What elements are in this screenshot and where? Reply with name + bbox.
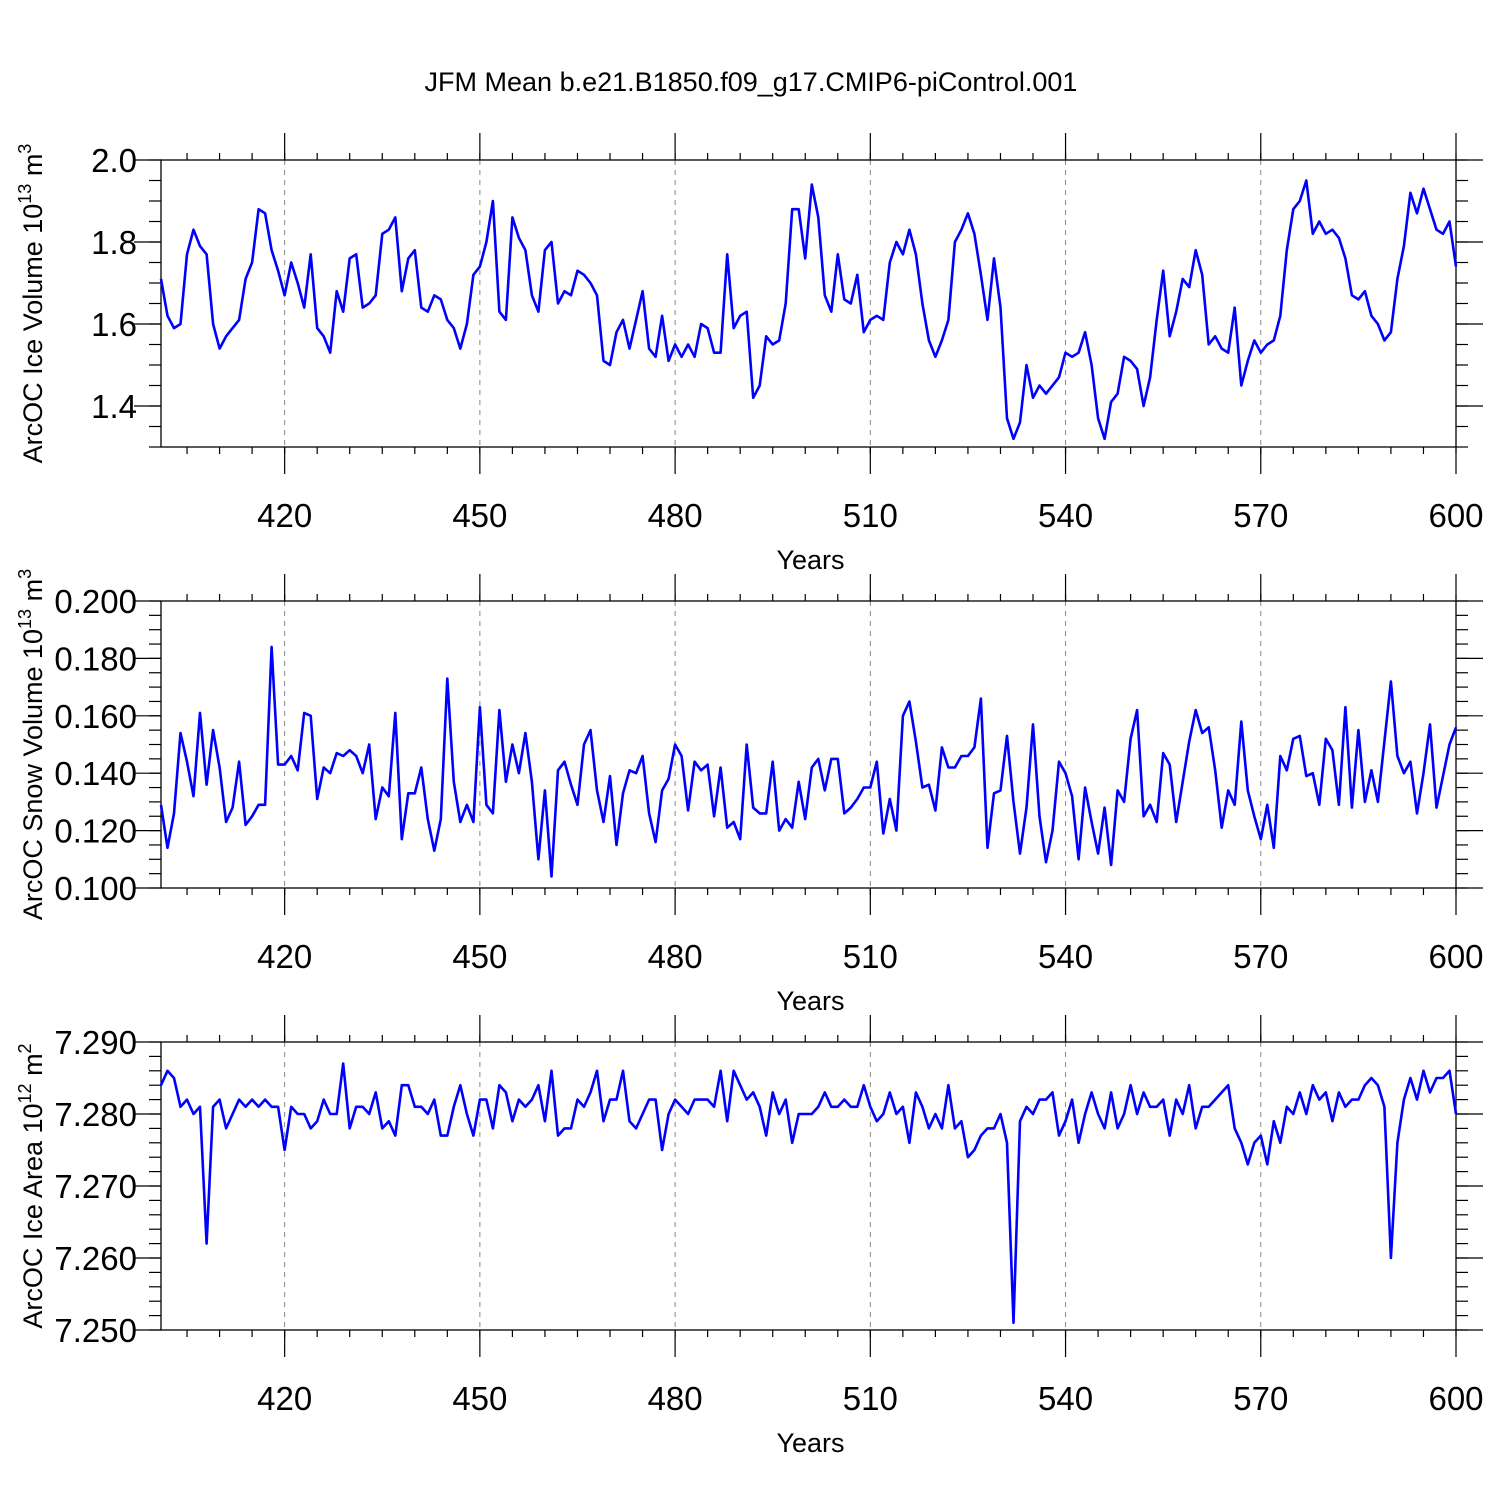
y-tick-label: 7.290	[54, 1024, 137, 1061]
y-axis-label-unit-exponent: 3	[15, 144, 35, 154]
series-line	[159, 1062, 1458, 1325]
plot-frame	[160, 600, 1457, 889]
series-line	[159, 645, 1458, 878]
y-axis-label-exponent: 13	[15, 609, 35, 629]
y-tick-label: 0.160	[54, 698, 137, 735]
x-tick-label: 570	[1233, 938, 1288, 975]
y-tick-label: 0.180	[54, 640, 137, 677]
plot-frame	[160, 1041, 1457, 1331]
y-tick-label: 1.6	[91, 306, 137, 343]
x-tick-label: 600	[1428, 1380, 1483, 1417]
y-axis-label-unit-exponent: 2	[15, 1043, 35, 1053]
panels: 420 450 480 510 540 570 600 Years 1.4 1.6 1.8 2.0 Ar…	[15, 133, 1484, 1458]
x-tick-label: 540	[1038, 1380, 1093, 1417]
y-tick-label: 0.140	[54, 755, 137, 792]
x-tick-label: 510	[843, 938, 898, 975]
y-tick-label: 1.8	[91, 224, 137, 261]
x-axis-label: Years	[776, 986, 844, 1016]
x-tick-label: 450	[452, 1380, 507, 1417]
panel-2: 420 450 480 510 540 570 600 Years 0.100 0.120 0.14…	[15, 569, 1484, 1016]
y-tick-label: 0.120	[54, 813, 137, 850]
chart-title: JFM Mean b.e21.B1850.f09_g17.CMIP6-piCon…	[425, 67, 1078, 97]
y-axis-label-unit: m	[18, 154, 48, 184]
y-tick-label: 7.280	[54, 1096, 137, 1133]
x-tick-label: 600	[1428, 497, 1483, 534]
y-tick-label: 7.270	[54, 1168, 137, 1205]
y-axis-label-unit: m	[18, 1053, 48, 1083]
x-tick-label: 480	[648, 1380, 703, 1417]
y-axis-label-unit: m	[18, 579, 48, 609]
y-tick-label: 7.250	[54, 1312, 137, 1349]
x-tick-label: 450	[452, 497, 507, 534]
x-tick-label: 510	[843, 1380, 898, 1417]
x-tick-label: 450	[452, 938, 507, 975]
y-axis-label-unit-exponent: 3	[15, 569, 35, 579]
x-tick-label: 420	[257, 938, 312, 975]
y-tick-label: 0.200	[54, 583, 137, 620]
plot-frame	[160, 159, 1457, 448]
x-tick-label: 480	[648, 938, 703, 975]
x-axis-label: Years	[776, 545, 844, 575]
x-tick-label: 600	[1428, 938, 1483, 975]
y-tick-label: 0.100	[54, 870, 137, 907]
y-axis-label-text: ArcOC Snow Volume 10	[18, 629, 48, 920]
x-tick-label: 420	[257, 497, 312, 534]
y-axis-label-text: ArcOC Ice Area 10	[18, 1103, 48, 1328]
x-axis-label: Years	[776, 1428, 844, 1458]
x-tick-label: 570	[1233, 1380, 1288, 1417]
x-tick-label: 570	[1233, 497, 1288, 534]
x-tick-label: 480	[648, 497, 703, 534]
y-tick-label: 7.260	[54, 1240, 137, 1277]
y-axis-label: ArcOC Ice Area 1012 m2	[15, 1043, 48, 1328]
x-tick-label: 510	[843, 497, 898, 534]
y-tick-label: 2.0	[91, 142, 137, 179]
y-axis-label-exponent: 12	[15, 1083, 35, 1103]
y-axis-label: ArcOC Ice Volume 1013 m3	[15, 144, 48, 464]
y-tick-label: 1.4	[91, 388, 137, 425]
series-line	[159, 179, 1458, 441]
x-tick-label: 540	[1038, 938, 1093, 975]
y-axis-label-exponent: 13	[15, 184, 35, 204]
x-tick-label: 420	[257, 1380, 312, 1417]
y-axis-label-text: ArcOC Ice Volume 10	[18, 204, 48, 464]
panel-1: 420 450 480 510 540 570 600 Years 1.4 1.6 1.8 2.0 Ar…	[15, 133, 1484, 575]
x-tick-label: 540	[1038, 497, 1093, 534]
panel-3: 420 450 480 510 540 570 600 Years 7.250 7.260 7.27…	[15, 1015, 1484, 1458]
y-axis-label: ArcOC Snow Volume 1013 m3	[15, 569, 48, 920]
